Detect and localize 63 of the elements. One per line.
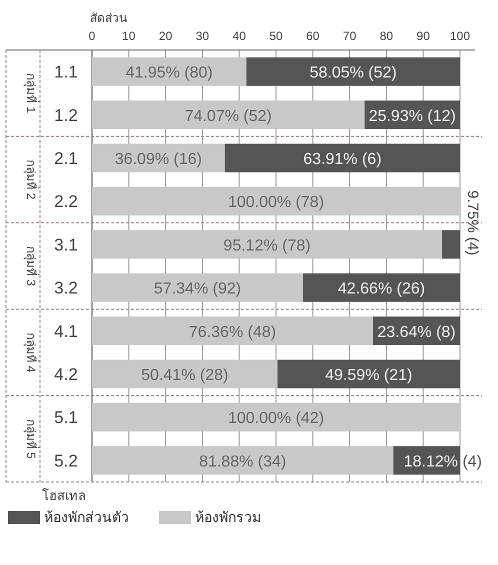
annotation: 9.75% (4)	[464, 190, 481, 256]
x-tick-label: 0	[88, 29, 96, 43]
x-tick-label: 40	[232, 29, 246, 43]
data-label: 50.41% (28)	[141, 367, 228, 384]
data-label: 74.07% (52)	[184, 108, 272, 125]
bar	[92, 402, 460, 432]
data-label: 41.95% (80)	[126, 64, 213, 82]
x-axis-title: สัดส่วน	[90, 11, 127, 25]
x-tick-label: 90	[416, 29, 430, 43]
text: กลุ่มที่ 5	[23, 418, 40, 460]
y-tick-label: 5.2	[54, 451, 78, 470]
data-label: 36.09% (16)	[114, 151, 202, 168]
data-label: 100.00% (78)	[228, 194, 324, 212]
data-label: 23.64% (8)	[377, 324, 456, 341]
text: กลุ่มที่ 2	[23, 160, 40, 200]
y-tick-label: 1.1	[54, 62, 78, 82]
bar	[92, 144, 225, 172]
bar	[246, 57, 460, 86]
data-label: 57.34% (92)	[154, 280, 242, 298]
data-label: 58.05% (52)	[310, 64, 397, 82]
y-tick-label: 3.2	[54, 278, 78, 298]
y-axis-title: โฮสเทล	[42, 488, 86, 503]
y-tick-label: 5.1	[54, 408, 78, 428]
x-tick-label: 30	[196, 29, 210, 43]
data-label: 18.12% (4)	[404, 453, 482, 470]
x-tick-label: 20	[158, 29, 173, 43]
bar	[92, 316, 374, 346]
data-label: 81.88% (34)	[199, 453, 286, 470]
y-tick-label: 1.2	[54, 106, 78, 125]
data-label: 49.59% (21)	[325, 367, 412, 384]
text: กลุ่มที่ 1	[23, 73, 40, 114]
data-label: 76.36% (48)	[188, 324, 276, 341]
y-tick-label: 3.1	[54, 235, 78, 254]
x-tick-label: 100	[450, 29, 470, 43]
bar	[278, 360, 460, 388]
y-tick-label: 2.2	[54, 192, 78, 212]
x-tick-label: 80	[380, 29, 394, 43]
x-tick-label: 50	[269, 29, 283, 43]
data-label: 63.91% (6)	[303, 151, 382, 168]
bar	[92, 446, 394, 475]
bar	[92, 360, 278, 388]
legend-label: ห้องพักส่วนตัว	[44, 509, 129, 525]
legend-label: ห้องพักรวม	[195, 509, 261, 525]
bar	[92, 57, 246, 86]
data-label: 100.00% (42)	[228, 410, 324, 428]
bar	[303, 273, 460, 302]
data-label: 25.93% (12)	[368, 108, 456, 125]
bar	[442, 230, 460, 259]
x-tick-label: 70	[342, 29, 357, 43]
text: กลุ่มที่ 3	[23, 246, 40, 286]
x-tick-label: 60	[306, 29, 320, 43]
bar	[92, 273, 304, 302]
y-tick-label: 4.2	[54, 365, 78, 384]
bar	[92, 100, 365, 130]
data-label: 95.12% (78)	[223, 237, 311, 254]
data-label: 42.66% (26)	[338, 280, 426, 298]
bar	[92, 186, 460, 216]
text: กลุ่มที่ 4	[23, 332, 40, 373]
bar	[92, 230, 442, 259]
bar	[224, 144, 460, 172]
y-tick-label: 4.1	[54, 322, 78, 341]
y-tick-label: 2.1	[54, 149, 78, 168]
x-tick-label: 10	[122, 29, 136, 43]
